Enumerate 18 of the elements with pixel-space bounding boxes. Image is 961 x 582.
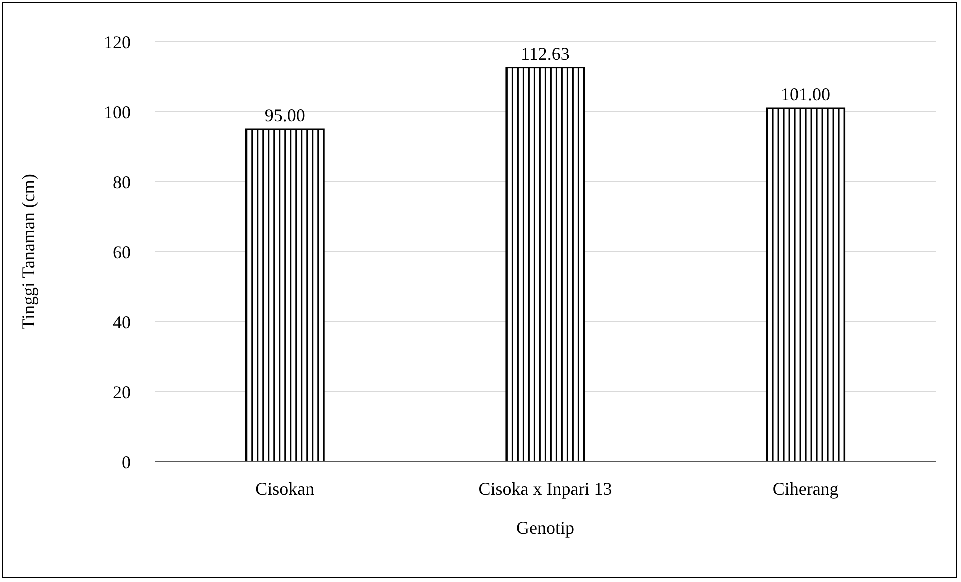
x-tick-label: Ciherang: [772, 478, 839, 499]
bar: [506, 67, 586, 462]
y-tick-label: 20: [113, 382, 131, 402]
bar: [245, 128, 325, 462]
y-tick-label: 80: [113, 172, 131, 192]
y-tick-label: 60: [113, 242, 131, 262]
bar: [766, 108, 846, 462]
y-axis-title: Tinggi Tanaman (cm): [18, 174, 38, 330]
y-tick-label: 120: [104, 32, 131, 52]
x-tick-label: Cisokan: [256, 478, 315, 499]
y-tick-label: 40: [113, 312, 131, 332]
y-tick-label: 0: [122, 452, 131, 472]
y-tick-label: 100: [104, 102, 131, 122]
x-axis-title: Genotip: [516, 518, 574, 538]
data-label: 95.00: [264, 106, 306, 126]
x-tick-label: Cisoka x Inpari 13: [478, 478, 612, 499]
data-label: 112.63: [521, 44, 570, 64]
data-label: 101.00: [781, 84, 831, 104]
